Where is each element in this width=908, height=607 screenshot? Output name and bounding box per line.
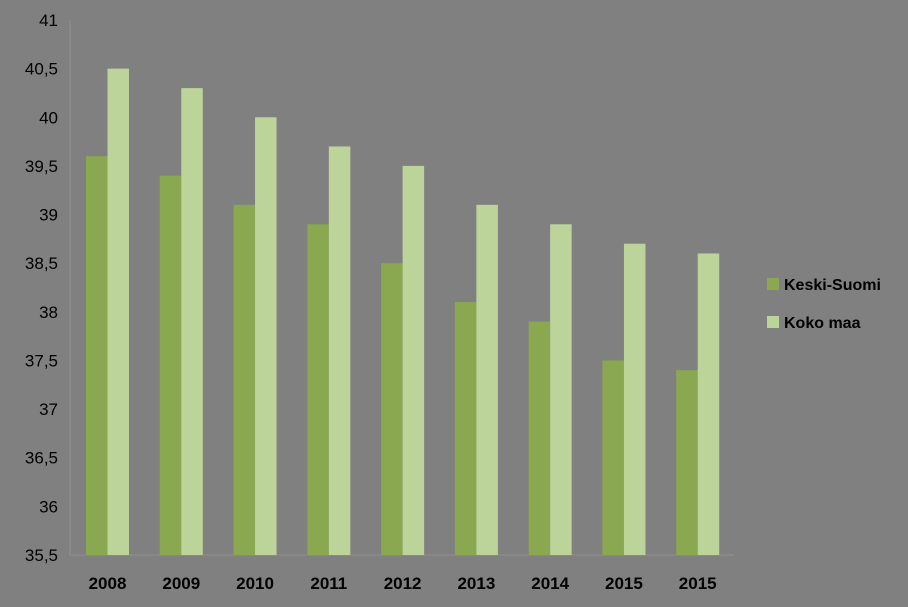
chart-bars	[86, 68, 720, 556]
x-tick-label: 2015	[605, 574, 643, 593]
bar-keski-suomi-2014	[528, 321, 551, 555]
y-tick-label: 38	[39, 303, 58, 322]
bar-keski-suomi-2011	[307, 224, 329, 556]
bar-koko-maa-2009	[181, 88, 203, 555]
y-tick-label: 37	[39, 400, 58, 419]
y-tick-label: 36,5	[25, 449, 58, 468]
legend-swatch	[767, 316, 779, 328]
y-tick-label: 37,5	[25, 351, 58, 370]
bar-koko-maa-2013	[476, 204, 498, 555]
y-tick-label: 35,5	[25, 546, 58, 565]
x-tick-label: 2011	[310, 574, 347, 593]
x-tick-label: 2014	[531, 574, 569, 593]
legend-swatch	[767, 278, 779, 290]
legend-label: Koko maa	[784, 315, 861, 332]
bar-koko-maa-2014	[550, 224, 572, 556]
bar-koko-maa-2012	[402, 165, 425, 555]
bar-keski-suomi-2008	[86, 156, 108, 555]
bar-koko-maa-2015	[623, 243, 646, 555]
y-tick-label: 41	[39, 11, 58, 30]
legend-label: Keski-Suomi	[784, 277, 881, 294]
y-axis-tick-labels: 35,5 36 36,5 37 37,5 38 38,5 39 39,5 40 40,5 41	[25, 11, 58, 565]
y-tick-label: 39	[39, 206, 58, 225]
bar-koko-maa-2010	[255, 117, 277, 555]
x-tick-label: 2008	[89, 574, 127, 593]
chart-legend: Keski-Suomi Koko maa	[767, 277, 881, 332]
bar-koko-maa-2011	[328, 146, 351, 556]
y-tick-label: 39,5	[25, 157, 58, 176]
bar-keski-suomi-2015	[676, 370, 698, 555]
x-tick-label: 2012	[384, 574, 422, 593]
x-tick-label: 2010	[236, 574, 274, 593]
y-tick-label: 38,5	[25, 254, 58, 273]
x-tick-label: 2013	[457, 574, 495, 593]
bar-keski-suomi-2009	[159, 175, 182, 556]
bar-keski-suomi-2013	[454, 302, 477, 555]
y-tick-label: 40,5	[25, 60, 58, 79]
x-tick-label: 2009	[162, 574, 200, 593]
bar-keski-suomi-2012	[381, 263, 403, 555]
y-tick-label: 36	[39, 497, 58, 516]
bar-keski-suomi-2010	[233, 204, 256, 555]
y-tick-label: 40	[39, 108, 58, 127]
x-axis-tick-labels: 2008 2009 2010 2011 2012 2013 2014 2015 2015	[89, 574, 717, 593]
bar-keski-suomi-2015	[602, 360, 624, 555]
x-tick-label: 2015	[679, 574, 717, 593]
bar-koko-maa-2015	[697, 253, 720, 556]
bar-koko-maa-2008	[107, 68, 129, 556]
